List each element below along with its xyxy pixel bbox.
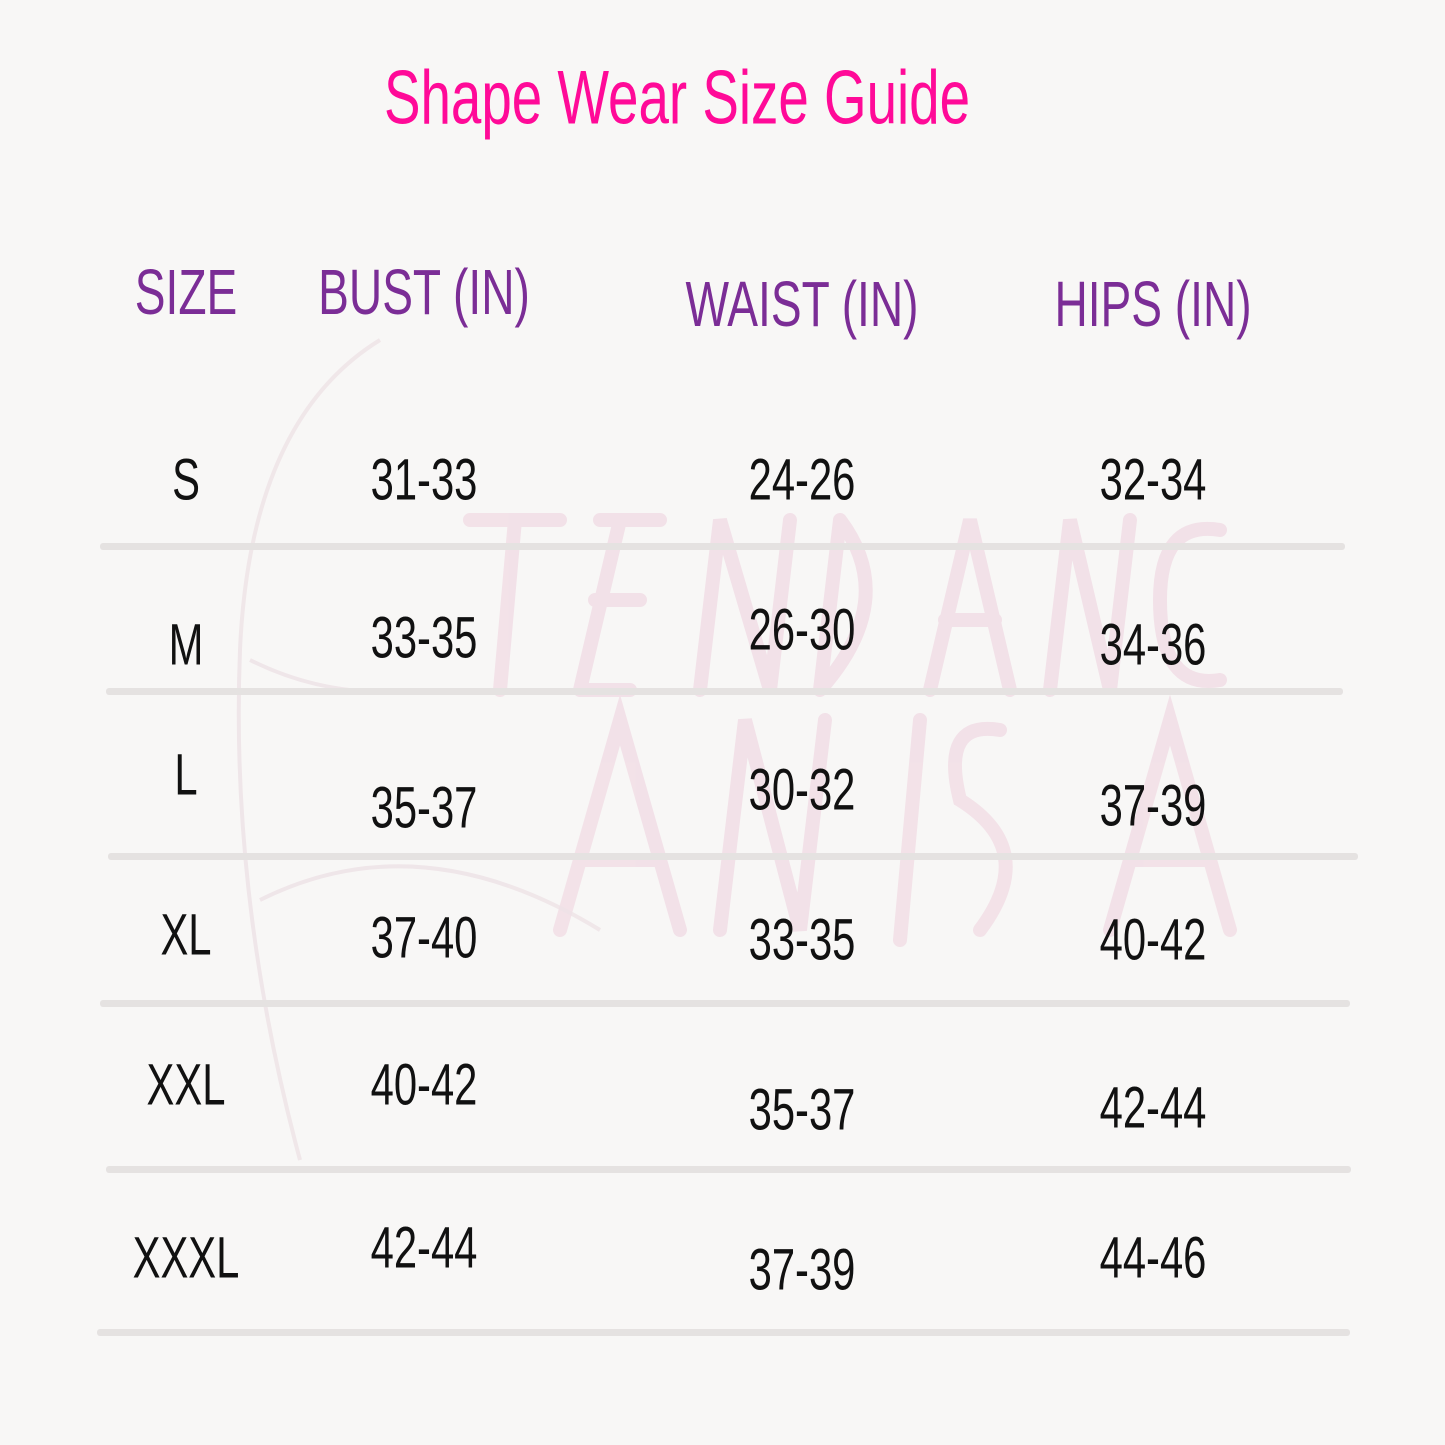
cell-waist: 30-32 [748, 757, 856, 823]
row-divider [108, 853, 1358, 860]
row-divider [97, 1329, 1350, 1336]
column-header: WAIST (IN) [685, 268, 919, 340]
cell-hips: 37-39 [1099, 773, 1207, 839]
cell-hips: 42-44 [1099, 1075, 1207, 1141]
cell-size: S [172, 447, 200, 513]
row-divider [106, 1166, 1351, 1173]
cell-size: M [168, 612, 204, 678]
cell-size: XL [160, 902, 212, 968]
cell-bust: 31-33 [370, 447, 478, 513]
cell-bust: 35-37 [370, 775, 478, 841]
cell-bust: 40-42 [370, 1052, 478, 1118]
cell-bust: 33-35 [370, 605, 478, 671]
cell-waist: 33-35 [748, 907, 856, 973]
cell-hips: 44-46 [1099, 1225, 1207, 1291]
row-divider [106, 688, 1343, 695]
cell-hips: 32-34 [1099, 447, 1207, 513]
cell-size: XXXL [132, 1225, 240, 1291]
column-header: SIZE [134, 256, 238, 328]
cell-waist: 37-39 [748, 1237, 856, 1303]
row-divider [100, 543, 1345, 550]
cell-waist: 35-37 [748, 1077, 856, 1143]
cell-size: XXL [146, 1052, 226, 1118]
cell-size: L [174, 742, 198, 808]
row-divider [100, 1000, 1350, 1007]
cell-hips: 40-42 [1099, 907, 1207, 973]
column-header: HIPS (IN) [1054, 268, 1252, 340]
cell-hips: 34-36 [1099, 612, 1207, 678]
cell-waist: 26-30 [748, 597, 856, 663]
cell-bust: 37-40 [370, 905, 478, 971]
page-title: Shape Wear Size Guide [383, 55, 971, 141]
cell-bust: 42-44 [370, 1215, 478, 1281]
cell-waist: 24-26 [748, 447, 856, 513]
column-header: BUST (IN) [318, 256, 530, 328]
